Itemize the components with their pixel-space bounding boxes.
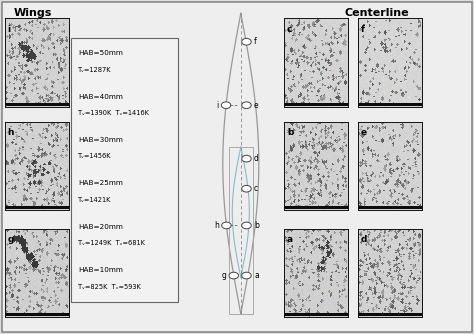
Text: h: h <box>7 128 14 137</box>
Text: b: b <box>254 221 259 230</box>
Circle shape <box>242 185 251 192</box>
Text: c: c <box>287 25 292 33</box>
Text: HAB=25mm: HAB=25mm <box>78 180 123 186</box>
Text: Tᵥ=1287K: Tᵥ=1287K <box>78 66 112 72</box>
Text: h: h <box>214 221 219 230</box>
Text: Tᵥ=1249K  Tᵥ=681K: Tᵥ=1249K Tᵥ=681K <box>78 240 145 246</box>
Text: Tᵥ=1421K: Tᵥ=1421K <box>78 197 111 203</box>
Text: HAB=20mm: HAB=20mm <box>78 224 123 230</box>
Text: i: i <box>7 25 10 33</box>
Text: d: d <box>360 235 367 244</box>
Circle shape <box>242 38 251 45</box>
Text: c: c <box>254 184 258 193</box>
Circle shape <box>229 272 238 279</box>
Circle shape <box>242 222 251 229</box>
Text: a: a <box>254 271 259 280</box>
Text: b: b <box>287 128 293 137</box>
Text: g: g <box>221 271 226 280</box>
Text: HAB=30mm: HAB=30mm <box>78 137 123 143</box>
Text: e: e <box>254 101 259 110</box>
Bar <box>229 147 253 314</box>
Text: Tᵥ=1456K: Tᵥ=1456K <box>78 153 112 159</box>
Text: HAB=50mm: HAB=50mm <box>78 50 123 56</box>
Circle shape <box>221 102 231 109</box>
Circle shape <box>242 155 251 162</box>
Text: f: f <box>254 37 257 46</box>
Text: e: e <box>360 128 366 137</box>
Text: HAB=40mm: HAB=40mm <box>78 94 123 100</box>
Circle shape <box>242 102 251 109</box>
Text: Tᵥ=825K  Tᵥ=593K: Tᵥ=825K Tᵥ=593K <box>78 284 141 290</box>
Circle shape <box>222 222 231 229</box>
Text: g: g <box>7 235 14 244</box>
Text: f: f <box>360 25 365 33</box>
Text: HAB=10mm: HAB=10mm <box>78 267 123 273</box>
FancyBboxPatch shape <box>2 2 472 332</box>
Text: Wings: Wings <box>14 8 52 18</box>
Text: Tᵥ=1390K  Tᵥ=1416K: Tᵥ=1390K Tᵥ=1416K <box>78 110 149 116</box>
Text: a: a <box>287 235 293 244</box>
Circle shape <box>242 272 251 279</box>
Text: i: i <box>216 101 219 110</box>
FancyBboxPatch shape <box>71 38 178 302</box>
Text: Centerline: Centerline <box>345 8 409 18</box>
Text: d: d <box>254 154 259 163</box>
